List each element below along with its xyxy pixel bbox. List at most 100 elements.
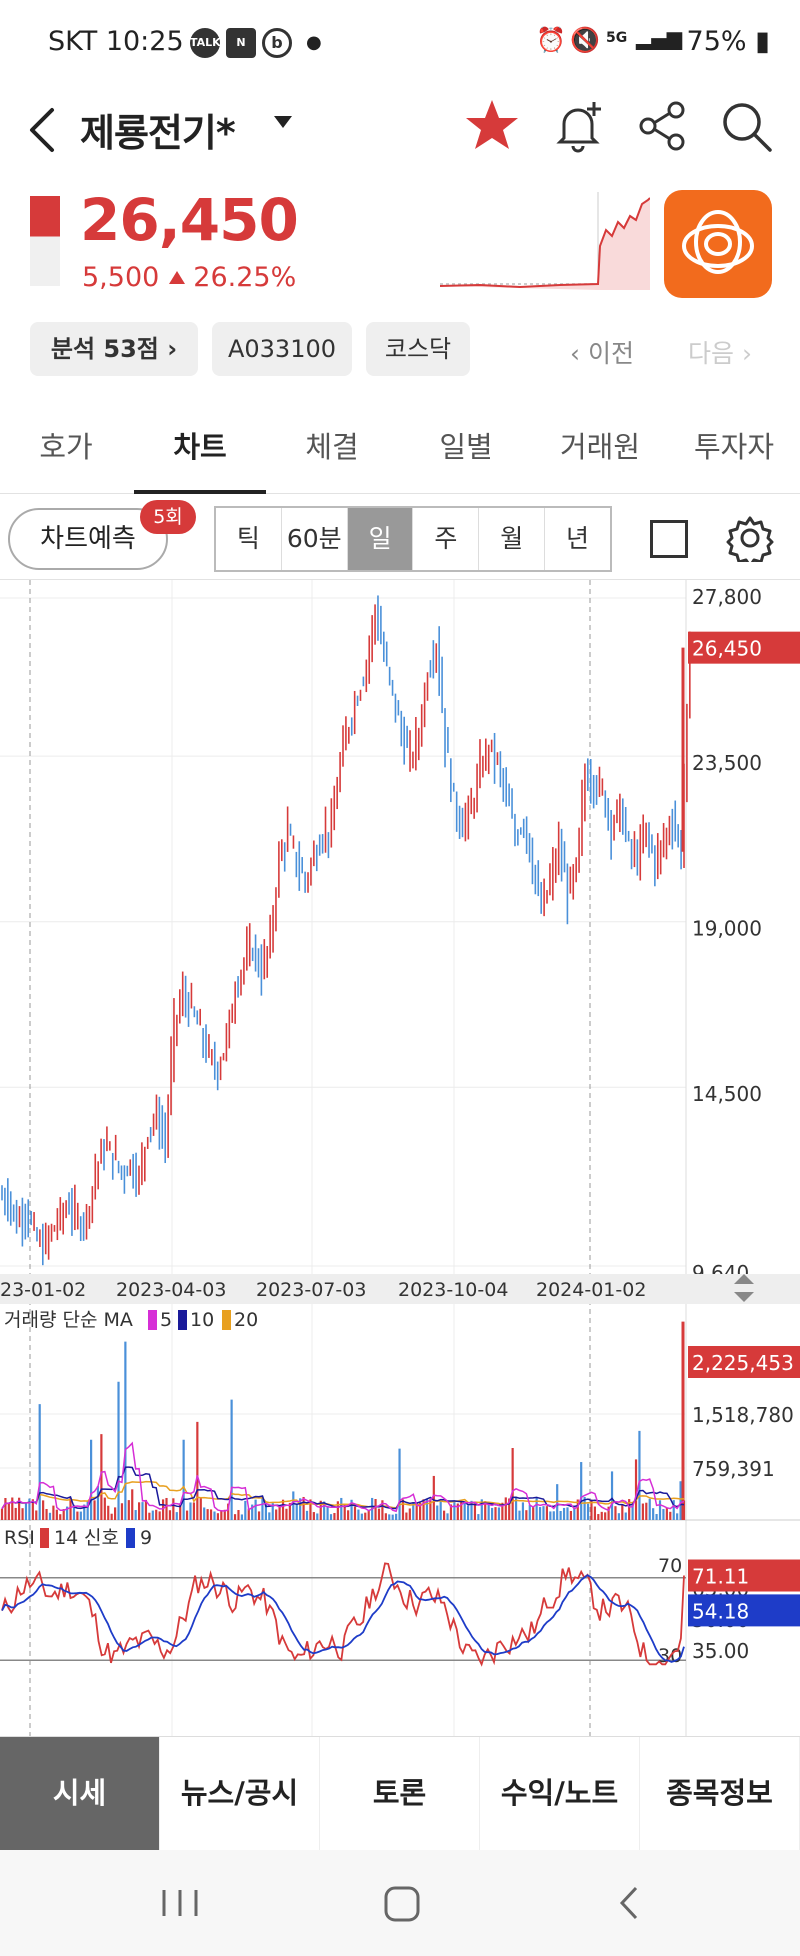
volume-tick-label: 759,391: [692, 1457, 775, 1481]
stock-chart[interactable]: 27,800 23,500 19,000 14,500 9,640 26,450 23-0…: [0, 580, 800, 1736]
back-arrow-icon[interactable]: [22, 102, 62, 158]
period-week[interactable]: 주: [413, 508, 480, 570]
price-candles: [1, 595, 691, 1266]
system-back-icon[interactable]: [619, 1886, 638, 1920]
rsi-signal-line: [1, 1574, 685, 1663]
rsi-legend: RSI 14 신호 9: [4, 1527, 152, 1549]
period-day[interactable]: 일: [347, 508, 414, 570]
price-grid: [0, 580, 687, 1736]
tab-investors[interactable]: 투자자: [693, 430, 775, 464]
stock-name[interactable]: 제룡전기*: [80, 111, 236, 155]
naver-notification-icon: N: [226, 28, 256, 58]
period-year[interactable]: 년: [566, 524, 590, 553]
alarm-icon: ⏰: [536, 26, 566, 54]
favorite-star-icon[interactable]: [462, 96, 522, 156]
chart-predict-button[interactable]: 차트예측: [8, 508, 168, 570]
date-x-axis: 23-01-02 2023-04-03 2023-07-03 2023-10-04 20…: [0, 1279, 646, 1301]
tab-chart[interactable]: 차트: [173, 430, 227, 464]
add-alert-bell-icon[interactable]: [548, 96, 608, 156]
ma10-swatch: [178, 1310, 187, 1330]
date-tick-label: 2023-04-03: [116, 1279, 226, 1301]
share-icon[interactable]: [632, 96, 692, 156]
prev-stock-button[interactable]: ‹ 이전: [570, 339, 634, 368]
volume-ma-line: [1, 1441, 685, 1513]
rsi-level-label: 70: [658, 1555, 682, 1577]
quote-summary: 26,450 5,500 26.25%: [0, 186, 800, 306]
up-triangle-icon: [169, 271, 186, 284]
volume-tick-label: 1,518,780: [692, 1403, 794, 1427]
signal-value-label: 54.18: [692, 1599, 749, 1623]
rsi-tick-label: 35.00: [692, 1639, 749, 1663]
period-month[interactable]: 월: [479, 508, 546, 570]
period-selector: 틱 60분 일 주 월 년: [214, 506, 612, 572]
home-icon[interactable]: [384, 1886, 420, 1922]
date-tick-label: 23-01-02: [0, 1279, 86, 1301]
current-price: 26,450: [80, 186, 299, 254]
period-tick[interactable]: 틱: [216, 508, 282, 570]
band-notification-icon: b: [262, 28, 292, 58]
price-tick-label: 19,000: [692, 917, 762, 941]
change-percent: 26.25%: [193, 262, 297, 293]
volume-ma-line: [1, 1480, 685, 1510]
nav-stock-info[interactable]: 종목정보: [640, 1737, 800, 1850]
mute-icon: 🔇: [570, 26, 600, 54]
search-icon[interactable]: [716, 96, 776, 156]
analysis-score-chip[interactable]: 분석 53점 ›: [30, 322, 198, 376]
volume-panel: 거래량 단순 MA 5 10 20 1,518,780 759,391 2,225,453: [0, 1309, 800, 1521]
date-tick-label: 2024-01-02: [536, 1279, 646, 1301]
period-60min[interactable]: 60분: [282, 508, 348, 570]
ma5-label: 5: [160, 1309, 172, 1331]
volume-title: 거래량 단순 MA: [4, 1309, 133, 1331]
active-tab-indicator: [134, 490, 266, 494]
ma5-swatch: [148, 1310, 157, 1330]
current-price-label: 26,450: [692, 637, 762, 661]
price-tick-label: 23,500: [692, 751, 762, 775]
date-tick-label: 2023-10-04: [398, 1279, 508, 1301]
current-volume-label: 2,225,453: [692, 1351, 794, 1375]
intraday-mini-chart[interactable]: [440, 186, 650, 296]
price-change: 5,500 26.25%: [82, 262, 296, 293]
cell-signal-icon: ▂▄▆: [636, 26, 683, 50]
chart-toolbar: 차트예측 5회 틱 60분 일 주 월 년: [0, 500, 800, 580]
status-time: SKT 10:25: [48, 26, 184, 57]
next-stock-button[interactable]: 다음 ›: [688, 339, 752, 368]
date-tick-label: 2023-07-03: [256, 1279, 366, 1301]
nav-news[interactable]: 뉴스/공시: [160, 1737, 320, 1850]
rsi-value-label: 71.11: [692, 1565, 749, 1589]
predict-count-badge: 5회: [140, 500, 196, 534]
fullscreen-square-icon[interactable]: [650, 520, 688, 558]
system-nav-bar: [0, 1850, 800, 1956]
change-amount: 5,500: [82, 262, 160, 293]
rsi-period: 14: [54, 1527, 78, 1549]
nav-quote[interactable]: 시세: [0, 1737, 160, 1850]
company-logo: [664, 190, 772, 298]
current-volume-marker: [688, 1346, 800, 1378]
status-bar: SKT 10:25 TALK N b ● ⏰ 🔇 5G ▂▄▆ 75% ▮: [0, 0, 800, 84]
settings-gear-icon[interactable]: [726, 514, 774, 562]
nav-profit-notes[interactable]: 수익/노트: [480, 1737, 640, 1850]
ma20-swatch: [222, 1310, 231, 1330]
current-price-marker: [688, 631, 800, 664]
bottom-nav: 시세 뉴스/공시 토론 수익/노트 종목정보: [0, 1736, 800, 1850]
tab-brokers[interactable]: 거래원: [559, 430, 641, 464]
stock-info-chips: 분석 53점 › A033100 코스닥 ‹ 이전 다음 ›: [0, 322, 800, 378]
nav-discussion[interactable]: 토론: [320, 1737, 480, 1850]
battery-level: 75% ▮: [686, 26, 770, 57]
stock-select-caret-icon[interactable]: [274, 116, 292, 128]
market-chip: 코스닥: [366, 322, 470, 376]
signal-value-marker: [688, 1594, 800, 1627]
tab-daily[interactable]: 일별: [439, 430, 493, 464]
recent-apps-icon[interactable]: [162, 1890, 198, 1916]
price-position-bar: [30, 196, 60, 286]
rsi-title: RSI: [4, 1527, 35, 1549]
ma10-label: 10: [190, 1309, 214, 1331]
signal-swatch: [126, 1528, 135, 1548]
x-axis-band: [0, 1274, 800, 1304]
rsi-signal-label: 신호: [84, 1527, 119, 1549]
tab-trades[interactable]: 체결: [305, 430, 359, 464]
tab-hoga[interactable]: 호가: [39, 430, 93, 464]
panel-resize-handle-icon[interactable]: [734, 1274, 754, 1302]
